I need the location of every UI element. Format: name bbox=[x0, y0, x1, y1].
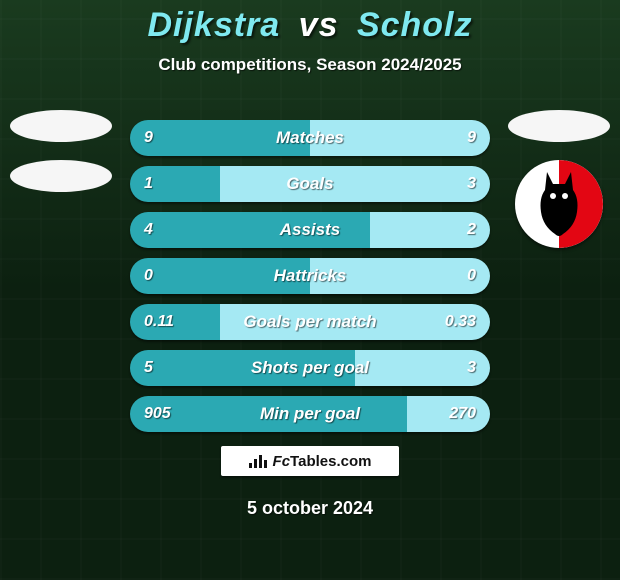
vs-label: vs bbox=[299, 6, 339, 44]
stat-bar-right bbox=[310, 258, 490, 294]
left-logos bbox=[6, 110, 116, 192]
fctables-logo: FcTables.com bbox=[221, 446, 399, 476]
comparison-title: Dijkstra vs Scholz bbox=[0, 0, 620, 45]
club-logo-helmond bbox=[515, 160, 603, 248]
stat-bar-left bbox=[130, 212, 370, 248]
stat-bar-left bbox=[130, 350, 355, 386]
club-logo-placeholder bbox=[508, 110, 610, 142]
stat-row: 4 2 Assists bbox=[130, 212, 490, 248]
bars-icon bbox=[249, 454, 267, 468]
date-label: 5 october 2024 bbox=[0, 498, 620, 519]
stat-bar-left bbox=[130, 304, 220, 340]
stat-bar-right bbox=[355, 350, 490, 386]
stat-bar-right bbox=[407, 396, 490, 432]
stat-row: 0.11 0.33 Goals per match bbox=[130, 304, 490, 340]
stat-bar-left bbox=[130, 120, 310, 156]
stat-row: 1 3 Goals bbox=[130, 166, 490, 202]
club-logo-placeholder bbox=[10, 110, 112, 142]
stat-row: 5 3 Shots per goal bbox=[130, 350, 490, 386]
stat-bar-left bbox=[130, 166, 220, 202]
stat-bar-right bbox=[310, 120, 490, 156]
stat-row: 905 270 Min per goal bbox=[130, 396, 490, 432]
right-logos bbox=[504, 110, 614, 248]
stats-bars: 9 9 Matches 1 3 Goals 4 2 Assists 0 0 Ha… bbox=[130, 120, 490, 432]
stat-bar-left bbox=[130, 258, 310, 294]
stat-row: 0 0 Hattricks bbox=[130, 258, 490, 294]
club-logo-placeholder bbox=[10, 160, 112, 192]
stat-bar-right bbox=[220, 166, 490, 202]
stat-row: 9 9 Matches bbox=[130, 120, 490, 156]
player1-name: Dijkstra bbox=[147, 6, 280, 44]
player2-name: Scholz bbox=[357, 6, 473, 44]
stat-bar-left bbox=[130, 396, 407, 432]
brand-text: Tables.com bbox=[290, 453, 371, 470]
stat-bar-right bbox=[220, 304, 490, 340]
subtitle: Club competitions, Season 2024/2025 bbox=[0, 55, 620, 75]
stat-bar-right bbox=[370, 212, 490, 248]
